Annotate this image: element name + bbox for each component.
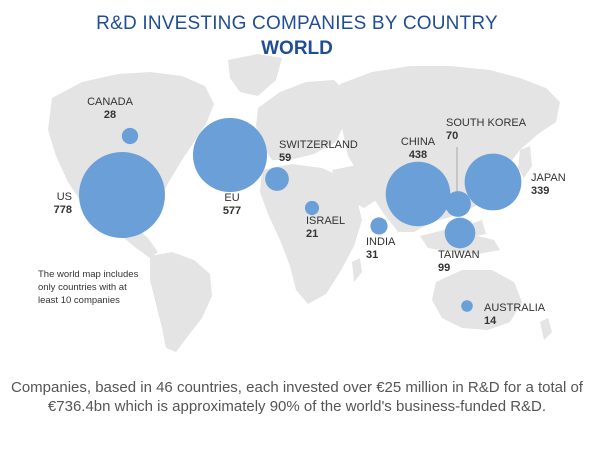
map-note: The world map includes only countries wi… [38, 269, 139, 306]
bubble-japan [464, 153, 522, 211]
bubble-switzerland [265, 167, 289, 191]
chart-subtitle: WORLD [261, 38, 333, 59]
bubble-india [370, 217, 388, 235]
bubble-israel [304, 200, 320, 216]
footer-text: Companies, based in 46 countries, each i… [11, 379, 583, 415]
bubble-canada [121, 127, 139, 145]
value-south-korea: 70 [446, 130, 458, 142]
label-south-korea: SOUTH KOREA [446, 117, 527, 129]
label-japan: JAPAN [531, 172, 566, 184]
value-eu: 577 [223, 205, 241, 217]
bubble-us [79, 152, 165, 238]
bubble-eu [192, 117, 268, 193]
value-israel: 21 [306, 228, 318, 240]
label-canada: CANADA [87, 96, 134, 108]
label-us: US [57, 191, 72, 203]
label-australia: AUSTRALIA [484, 302, 546, 314]
chart-title: R&D INVESTING COMPANIES BY COUNTRY [96, 13, 498, 34]
value-canada: 28 [104, 109, 116, 121]
label-israel: ISRAEL [306, 215, 345, 227]
bubble-taiwan [444, 217, 476, 249]
bubble-south-korea [445, 191, 471, 217]
value-india: 31 [366, 249, 378, 261]
label-eu: EU [224, 192, 239, 204]
value-taiwan: 99 [438, 262, 450, 274]
value-japan: 339 [531, 185, 549, 197]
label-switzerland: SWITZERLAND [279, 139, 358, 151]
label-taiwan: TAIWAN [438, 249, 480, 261]
bubble-china [385, 161, 451, 227]
value-china: 438 [409, 149, 427, 161]
value-australia: 14 [484, 315, 497, 327]
value-switzerland: 59 [279, 152, 291, 164]
bubble-australia [461, 300, 473, 312]
label-china: CHINA [401, 136, 436, 148]
label-india: INDIA [366, 236, 396, 248]
value-us: 778 [54, 204, 72, 216]
